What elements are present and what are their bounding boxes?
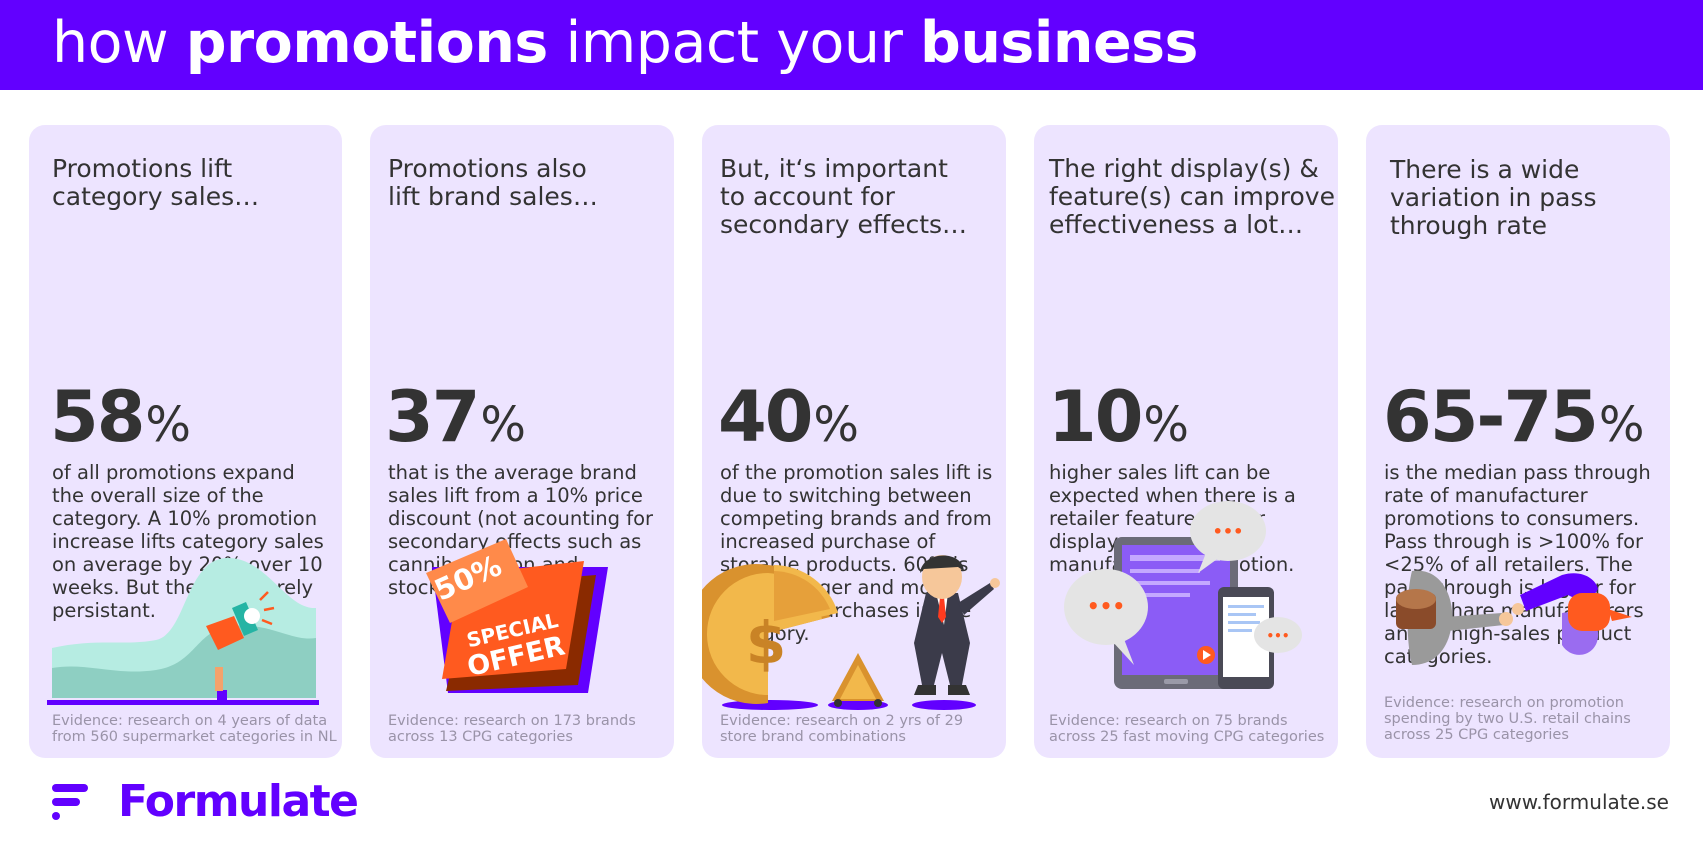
website-link[interactable]: www.formulate.se	[1489, 790, 1669, 814]
card-body: of the promotion sales lift is due to sw…	[720, 461, 993, 645]
devices-chat-illustration: ••• ••• •••	[1064, 501, 1302, 689]
stat-unit: %	[480, 397, 527, 453]
stat-unit: %	[813, 397, 860, 453]
speech-bubble-icon: •••	[1064, 569, 1148, 665]
page-title: how promotions impact your business	[52, 4, 1198, 82]
bubble-dots: •••	[1213, 522, 1244, 541]
stat-number: 37	[385, 376, 480, 458]
card-secondary-effects: But, it‘s important to account for secon…	[702, 125, 1006, 758]
businessman-icon	[914, 555, 1000, 695]
card-stat: 37%	[385, 377, 526, 476]
stat-unit: %	[145, 397, 192, 453]
bubble-dots: •••	[1087, 594, 1125, 618]
title-part: business	[920, 10, 1198, 76]
card-category-sales: Promotions lift category sales… 58% of a…	[29, 125, 342, 758]
title-part: promotions	[185, 10, 549, 76]
person-icon	[1396, 570, 1513, 665]
card-evidence: Evidence: research on 173 brands across …	[388, 713, 636, 745]
stat-number: 58	[50, 376, 145, 458]
card-heading: There is a wide variation in pass throug…	[1390, 155, 1597, 240]
stat-number: 65-75	[1383, 376, 1599, 458]
brand-name: Formulate	[118, 776, 359, 827]
card-body: of all promotions expand the overall siz…	[52, 461, 324, 622]
sales-wave-megaphone-illustration	[47, 557, 319, 705]
card-stat: 65-75%	[1383, 377, 1645, 476]
stat-unit: %	[1598, 397, 1645, 453]
card-heading: But, it‘s important to account for secon…	[720, 154, 968, 239]
card-display-feature: The right display(s) & feature(s) can im…	[1034, 125, 1338, 758]
person-icon	[1512, 573, 1632, 655]
stat-number: 40	[718, 376, 813, 458]
card-pass-through: There is a wide variation in pass throug…	[1366, 125, 1670, 758]
title-part: impact your	[547, 10, 921, 76]
card-stat: 40%	[718, 377, 859, 476]
speech-bubble-icon: •••	[1254, 617, 1302, 653]
card-brand-sales: Promotions also lift brand sales… 37% th…	[370, 125, 674, 758]
stat-unit: %	[1143, 397, 1190, 453]
card-heading: Promotions lift category sales…	[52, 154, 260, 211]
card-stat: 10%	[1048, 377, 1189, 476]
title-part: how	[52, 10, 186, 76]
formulate-logo: Formulate	[50, 776, 359, 827]
card-evidence: Evidence: research on 4 years of data fr…	[52, 713, 337, 745]
card-evidence: Evidence: research on promotion spending…	[1384, 695, 1631, 743]
card-evidence: Evidence: research on 2 yrs of 29 store …	[720, 713, 964, 745]
header-banner: how promotions impact your business	[0, 0, 1703, 90]
megaphone-icon	[206, 591, 275, 700]
special-offer-tag-illustration: 50% SPECIAL OFFER	[426, 539, 608, 693]
card-heading: The right display(s) & feature(s) can im…	[1049, 154, 1335, 239]
speech-bubble-icon: •••	[1190, 501, 1266, 573]
handshake-illustration	[1396, 570, 1632, 665]
coin-businessman-illustration: $	[702, 555, 1000, 710]
card-stat: 58%	[50, 377, 191, 476]
card-heading: Promotions also lift brand sales…	[388, 154, 598, 211]
coin-symbol: $	[746, 609, 786, 677]
bubble-dots: •••	[1266, 629, 1289, 643]
card-evidence: Evidence: research on 75 brands across 2…	[1049, 713, 1325, 745]
coin-icon: $	[702, 564, 838, 704]
formulate-logo-mark-icon	[52, 784, 88, 820]
stat-number: 10	[1048, 376, 1143, 458]
